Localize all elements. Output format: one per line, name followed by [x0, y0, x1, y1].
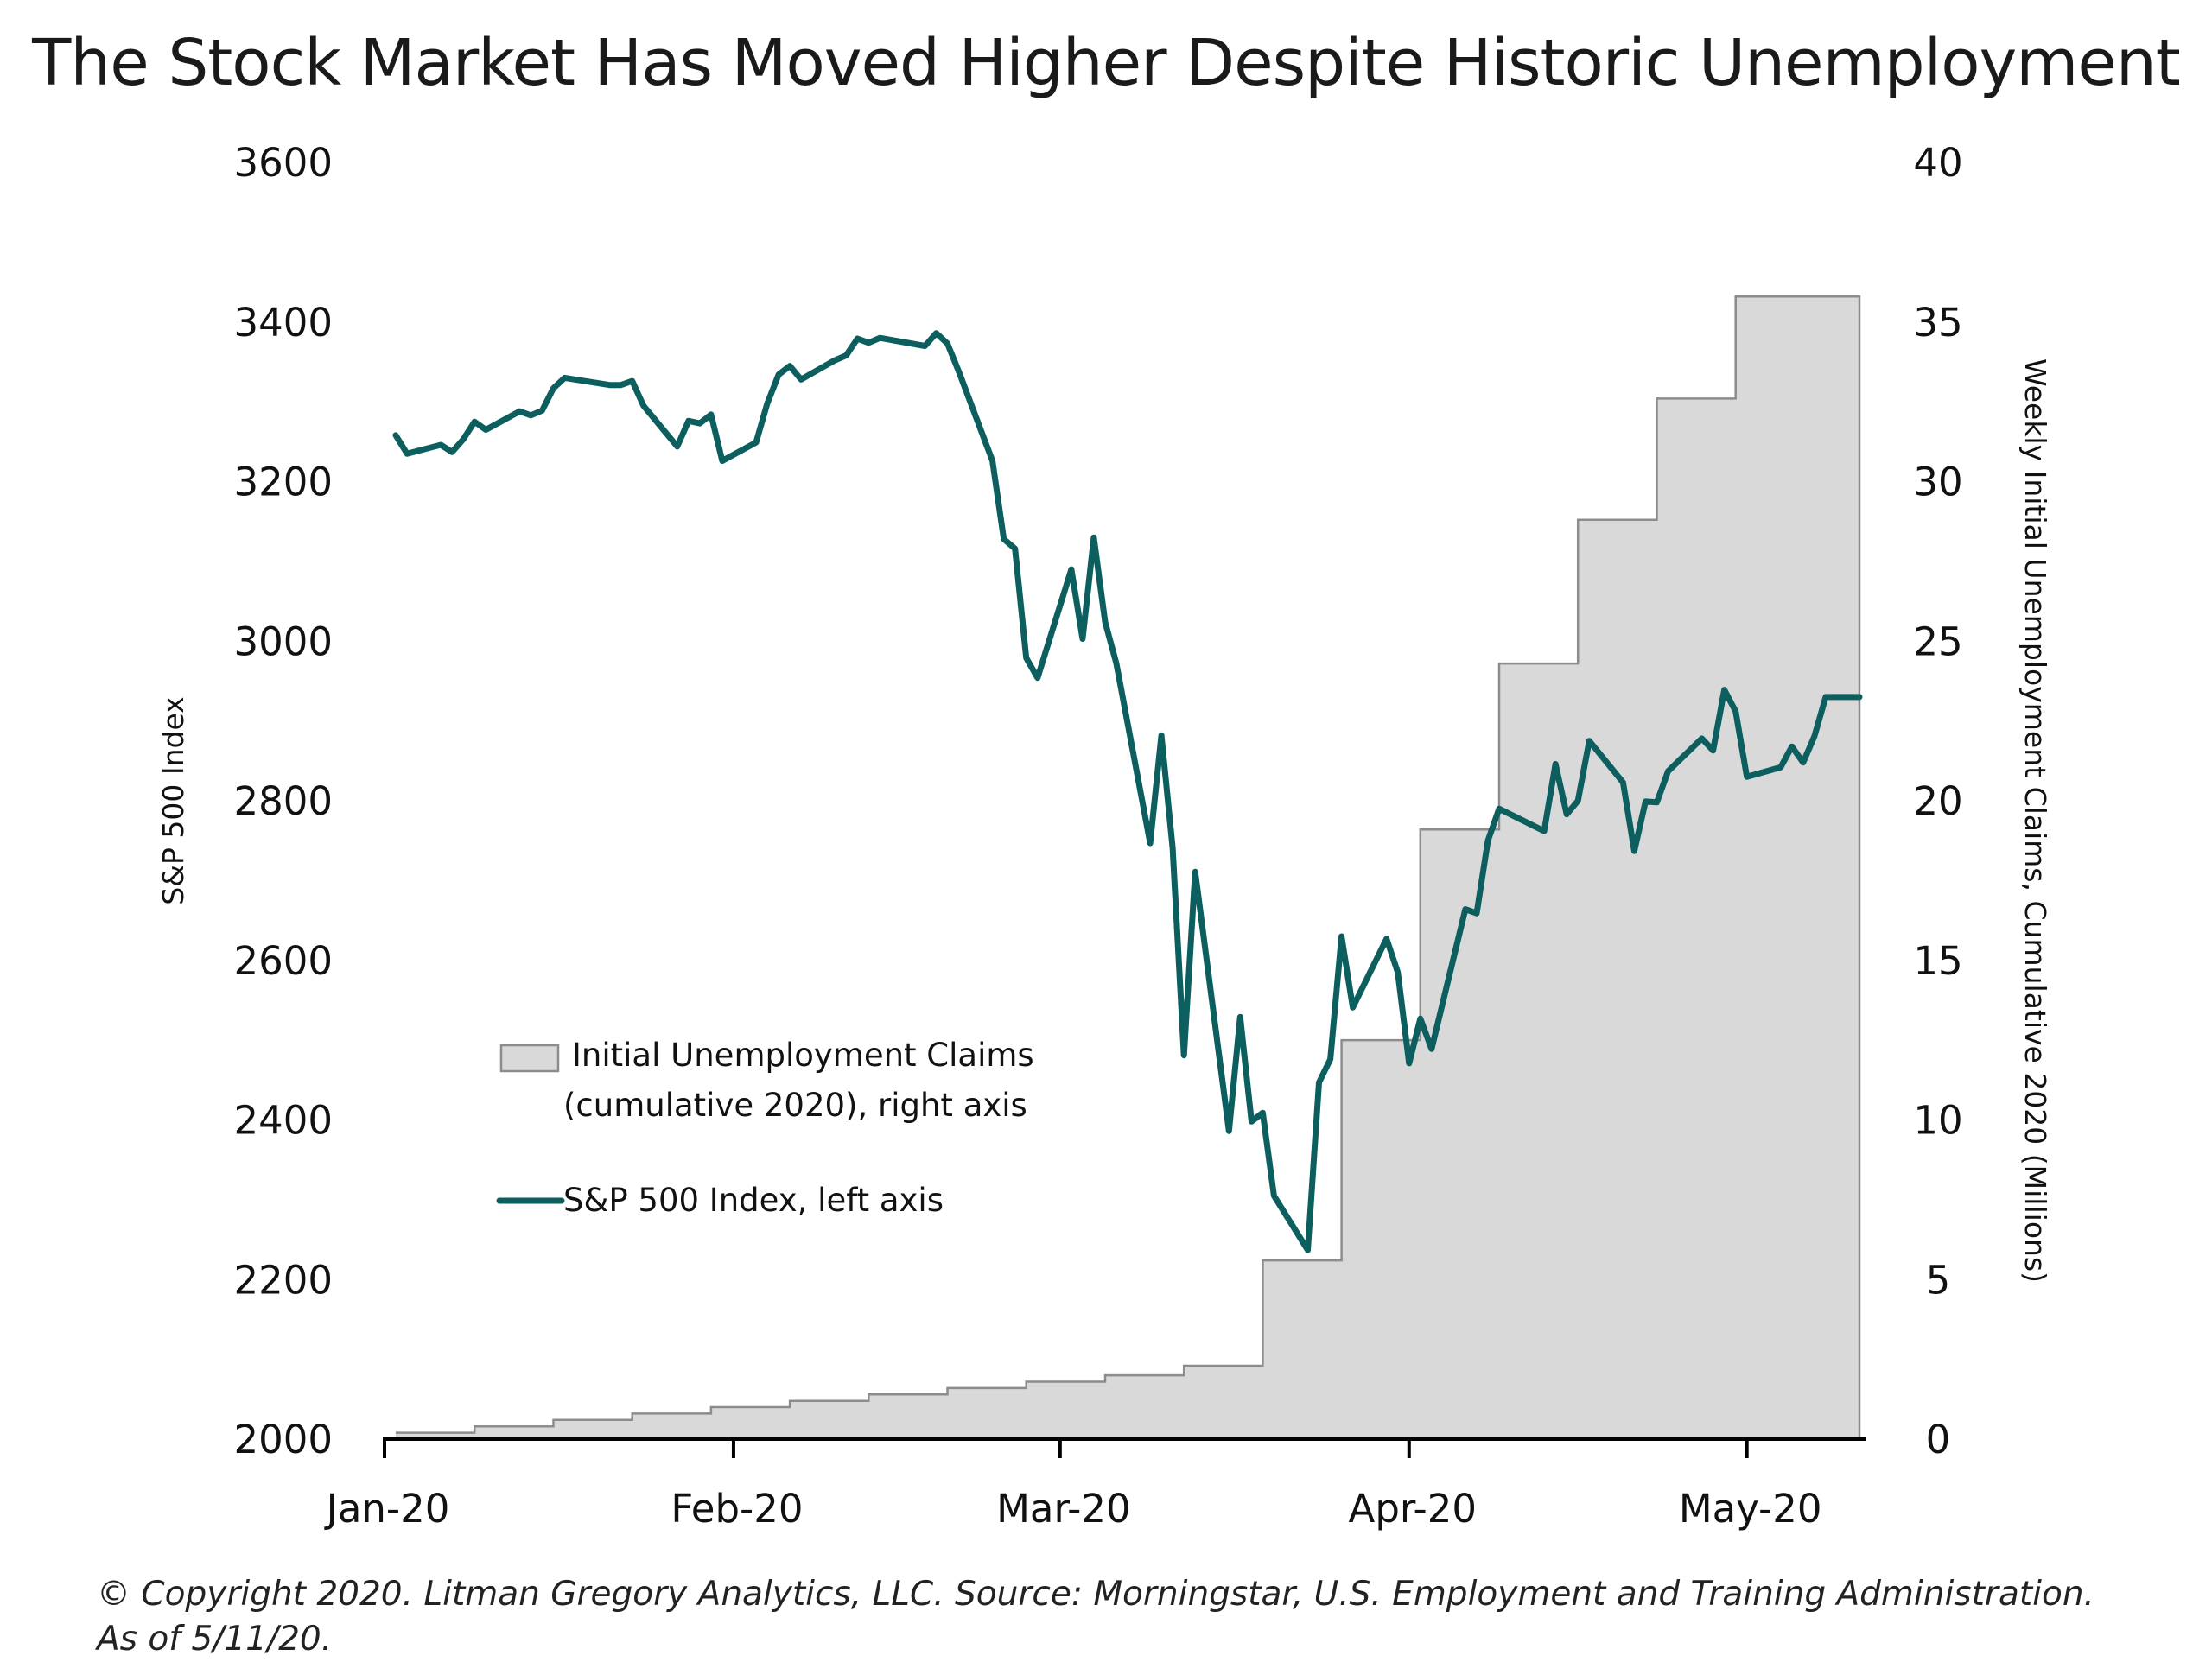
sp500-line	[392, 330, 1863, 1253]
y-right-tick-label: 30	[1913, 460, 1962, 505]
y-left-tick-label: 2200	[233, 1257, 333, 1303]
x-tick-label: Feb-20	[671, 1486, 803, 1532]
y-left-tick-label: 2400	[233, 1098, 333, 1144]
y-right-tick-label: 40	[1913, 140, 1962, 186]
y-right-axis-title: Weekly Initial Unemployment Claims, Cumu…	[2018, 358, 2052, 1283]
y-right-tick-label: 0	[1926, 1417, 1951, 1462]
x-tick-label: May-20	[1679, 1486, 1822, 1532]
legend: Initial Unemployment Claims (cumulative 2…	[496, 1037, 1034, 1219]
footer: © Copyright 2020. Litman Gregory Analyti…	[97, 1572, 2094, 1662]
legend-sp500-label: S&P 500 Index, left axis	[563, 1182, 944, 1219]
y-left-tick-label: 3600	[233, 140, 333, 186]
y-left-tick-label: 2800	[233, 778, 333, 824]
y-left-tick-label: 2600	[233, 938, 333, 984]
axes: Jan-20 Feb-20 Mar-20 Apr-20 May-20 2000 2200 24…	[156, 140, 2052, 1532]
footer-as-of: As of 5/11/20.	[97, 1620, 333, 1659]
y-right-tick-label: 25	[1913, 618, 1962, 664]
x-tick-label: Jan-20	[324, 1486, 450, 1532]
y-right-tick-label: 10	[1913, 1098, 1962, 1144]
legend-claims-label-line1: Initial Unemployment Claims	[572, 1037, 1034, 1074]
y-right-tick-label: 35	[1913, 300, 1962, 346]
y-right-tick-label: 20	[1913, 778, 1962, 824]
y-left-tick-label: 3000	[233, 618, 333, 664]
y-left-tick-label: 2000	[233, 1417, 333, 1462]
claims-step-outline	[396, 295, 1861, 1439]
legend-claims-swatch	[499, 1044, 560, 1073]
claims-area-layer	[396, 295, 1861, 1440]
legend-claims-label-line2: (cumulative 2020), right axis	[563, 1087, 1027, 1124]
y-right-tick-label: 5	[1926, 1257, 1951, 1303]
chart-title: The Stock Market Has Moved Higher Despit…	[32, 26, 2181, 100]
y-left-axis-title: S&P 500 Index	[156, 696, 190, 904]
claims-area	[396, 296, 1859, 1440]
y-left-tick-label: 3200	[233, 460, 333, 505]
sp500-line-layer	[392, 330, 1863, 1253]
y-left-tick-label: 3400	[233, 300, 333, 346]
y-right-tick-label: 15	[1913, 938, 1962, 984]
footer-copyright: © Copyright 2020. Litman Gregory Analyti…	[97, 1575, 2094, 1614]
x-tick-label: Mar-20	[996, 1486, 1131, 1532]
x-tick-label: Apr-20	[1349, 1486, 1477, 1532]
